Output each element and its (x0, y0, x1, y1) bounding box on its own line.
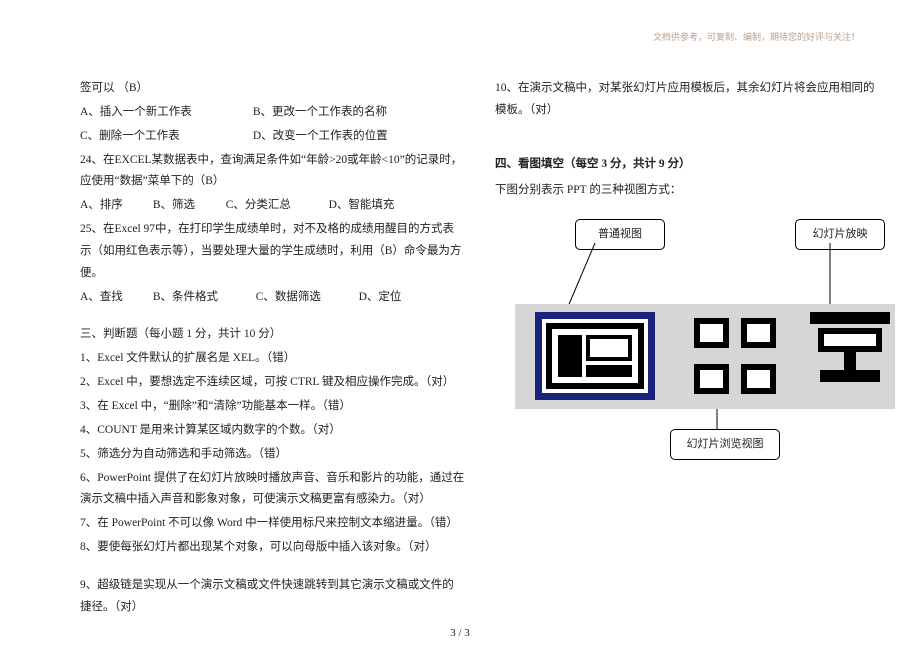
judge-4: 4、COUNT 是用来计算某区域内数字的个数。（对） (80, 420, 465, 442)
question-24: 24、在EXCEL某数据表中，查询满足条件如“年龄>20或年龄<10”的记录时，… (80, 150, 465, 194)
judge-3: 3、在 Excel 中，“删除”和“清除”功能基本一样。（错） (80, 396, 465, 418)
option-b: B、筛选 (153, 195, 223, 217)
header-note: 文档供参考，可复制、编制，期待您的好评与关注！ (653, 30, 860, 43)
slide-sorter-icon (690, 312, 780, 400)
option-c: C、分类汇总 (226, 195, 326, 217)
option-b: B、条件格式 (153, 287, 253, 309)
ppt-view-diagram: 普通视图 幻灯片放映 幻灯片浏览视图 (495, 219, 880, 479)
option-a: A、排序 (80, 195, 150, 217)
judge-9: 9、超级链是实现从一个演示文稿或文件快速跳转到其它演示文稿或文件的捷径。（对） (80, 575, 465, 619)
judge-1: 1、Excel 文件默认的扩展名是 XEL。（错） (80, 348, 465, 370)
judge-10: 10、在演示文稿中，对某张幻灯片应用模板后，其余幻灯片将会应用相同的模板。（对） (495, 78, 880, 122)
judge-6: 6、PowerPoint 提供了在幻灯片放映时播放声音、音乐和影片的功能，通过在… (80, 468, 465, 512)
diagram-intro: 下图分别表示 PPT 的三种视图方式： (495, 180, 880, 202)
left-column: 签可以 （B） A、插入一个新工作表 B、更改一个工作表的名称 C、删除一个工作… (80, 78, 465, 611)
option-row: C、删除一个工作表 D、改变一个工作表的位置 (80, 126, 465, 148)
view-buttons-strip (515, 304, 895, 409)
option-d: D、定位 (359, 291, 402, 303)
option-a: A、插入一个新工作表 (80, 102, 250, 124)
slideshow-icon (810, 312, 890, 400)
normal-view-icon (535, 312, 655, 400)
option-c: C、删除一个工作表 (80, 126, 250, 148)
page-number: 3 / 3 (450, 627, 470, 639)
option-d: D、改变一个工作表的位置 (253, 130, 388, 142)
judge-8: 8、要使每张幻灯片都出现某个对象，可以向母版中插入该对象。（对） (80, 537, 465, 559)
option-d: D、智能填充 (329, 199, 395, 211)
judge-7: 7、在 PowerPoint 不可以像 Word 中一样使用标尺来控制文本缩进量… (80, 513, 465, 535)
right-column: 10、在演示文稿中，对某张幻灯片应用模板后，其余幻灯片将会应用相同的模板。（对）… (495, 78, 880, 611)
section-4-heading: 四、看图填空（每空 3 分，共计 9 分） (495, 154, 880, 176)
option-b: B、更改一个工作表的名称 (253, 106, 387, 118)
page-content: 签可以 （B） A、插入一个新工作表 B、更改一个工作表的名称 C、删除一个工作… (80, 78, 880, 611)
judge-5: 5、筛选分为自动筛选和手动筛选。（错） (80, 444, 465, 466)
text-line: 签可以 （B） (80, 78, 465, 100)
option-row: A、查找 B、条件格式 C、数据筛选 D、定位 (80, 287, 465, 309)
question-25: 25、在Excel 97中，在打印学生成绩单时，对不及格的成绩用醒目的方式表示（… (80, 219, 465, 285)
option-row: A、插入一个新工作表 B、更改一个工作表的名称 (80, 102, 465, 124)
section-3-heading: 三、判断题（每小题 1 分，共计 10 分） (80, 324, 465, 346)
option-c: C、数据筛选 (256, 287, 356, 309)
option-row: A、排序 B、筛选 C、分类汇总 D、智能填充 (80, 195, 465, 217)
judge-2: 2、Excel 中，要想选定不连续区域，可按 CTRL 键及相应操作完成。（对） (80, 372, 465, 394)
option-a: A、查找 (80, 287, 150, 309)
